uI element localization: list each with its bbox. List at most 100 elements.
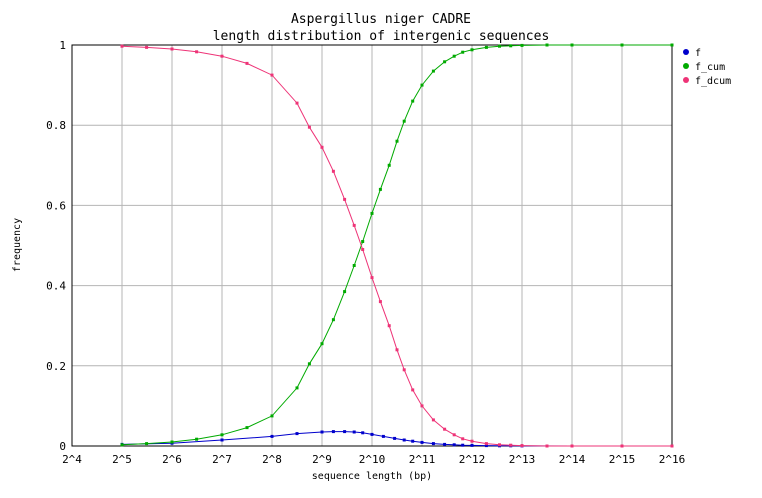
legend-item: f_dcum	[683, 76, 731, 87]
y-tick-label: 0	[59, 440, 66, 453]
data-point	[431, 69, 435, 73]
data-point	[498, 443, 501, 447]
legend-item: f	[683, 48, 701, 59]
data-point	[461, 443, 465, 447]
data-point	[220, 54, 224, 58]
chart-title: Aspergillus niger CADRE	[291, 12, 471, 27]
data-point	[331, 430, 335, 434]
y-tick-label: 1	[59, 39, 66, 52]
data-point	[220, 433, 224, 437]
series-layer	[120, 43, 674, 448]
data-point	[295, 386, 299, 390]
data-point	[470, 439, 474, 443]
data-point	[443, 427, 447, 431]
data-point	[370, 211, 374, 215]
data-point	[270, 434, 274, 438]
data-point	[484, 45, 488, 49]
y-tick-label: 0.8	[46, 119, 66, 132]
x-tick-label: 2^16	[659, 453, 686, 466]
data-point	[320, 342, 324, 346]
data-point	[443, 442, 447, 446]
data-point	[420, 404, 424, 408]
data-point	[145, 45, 149, 49]
data-point	[520, 43, 524, 47]
data-point	[295, 101, 299, 105]
data-point	[570, 43, 574, 47]
data-point	[145, 442, 149, 446]
chart-subtitle: length distribution of intergenic sequen…	[213, 29, 550, 44]
data-point	[420, 440, 424, 444]
legend-marker	[683, 77, 689, 83]
data-point	[361, 248, 365, 251]
data-point	[670, 444, 674, 448]
data-point	[195, 437, 199, 441]
y-axis-label: frequency	[12, 218, 23, 272]
legend-item: f_cum	[683, 62, 725, 73]
data-point	[431, 442, 435, 446]
series-line	[121, 44, 672, 446]
x-tick-label: 2^10	[359, 453, 386, 466]
data-point	[170, 47, 174, 51]
data-point	[343, 290, 347, 294]
data-point	[352, 430, 356, 434]
data-point	[352, 223, 356, 227]
data-point	[498, 44, 501, 48]
data-point	[461, 437, 465, 441]
data-point	[120, 44, 124, 48]
data-point	[331, 169, 335, 173]
x-tick-label: 2^4	[62, 453, 82, 466]
data-point	[387, 324, 391, 328]
data-point	[381, 434, 385, 438]
x-tick-label: 2^9	[312, 453, 332, 466]
data-point	[411, 99, 415, 103]
series-line	[121, 45, 672, 447]
x-tick-label: 2^5	[112, 453, 132, 466]
data-point	[245, 426, 249, 430]
data-point	[431, 418, 435, 422]
data-point	[452, 54, 456, 58]
data-point	[395, 348, 399, 352]
data-point	[343, 430, 347, 434]
data-point	[220, 438, 224, 442]
data-point	[411, 388, 415, 392]
data-point	[545, 43, 549, 47]
series-f	[120, 430, 674, 448]
data-point	[352, 264, 356, 267]
data-point	[370, 432, 374, 436]
data-point	[343, 197, 347, 201]
x-tick-label: 2^11	[409, 453, 436, 466]
data-point	[120, 443, 124, 447]
data-point	[461, 50, 465, 54]
x-axis-ticks: 2^4 2^5 2^6 2^7 2^8 2^9 2^10 2^11 2^12 2^13 2^14 2^…	[62, 453, 685, 466]
data-point	[520, 444, 524, 448]
data-point	[484, 444, 488, 448]
data-point	[620, 43, 624, 47]
grid	[71, 44, 673, 447]
x-tick-label: 2^8	[262, 453, 282, 466]
data-point	[411, 439, 415, 443]
data-point	[484, 442, 488, 446]
data-point	[393, 436, 397, 440]
data-point	[370, 276, 374, 280]
data-point	[387, 163, 391, 167]
data-point	[170, 440, 174, 444]
x-axis-label: sequence length (bp)	[312, 471, 432, 482]
data-point	[195, 50, 199, 54]
data-point	[402, 368, 406, 372]
data-point	[470, 443, 474, 447]
data-point	[270, 73, 274, 77]
data-point	[545, 444, 549, 448]
x-tick-label: 2^6	[162, 453, 182, 466]
series-line	[121, 431, 672, 447]
data-point	[452, 433, 456, 437]
x-tick-label: 2^13	[509, 453, 536, 466]
series-f-dcum	[120, 44, 674, 448]
legend-label: f_dcum	[695, 76, 731, 87]
data-point	[452, 443, 456, 447]
data-point	[378, 187, 382, 191]
data-point	[509, 44, 513, 48]
data-point	[395, 139, 399, 143]
legend-marker	[683, 63, 689, 69]
x-tick-label: 2^14	[559, 453, 586, 466]
x-tick-label: 2^12	[459, 453, 486, 466]
